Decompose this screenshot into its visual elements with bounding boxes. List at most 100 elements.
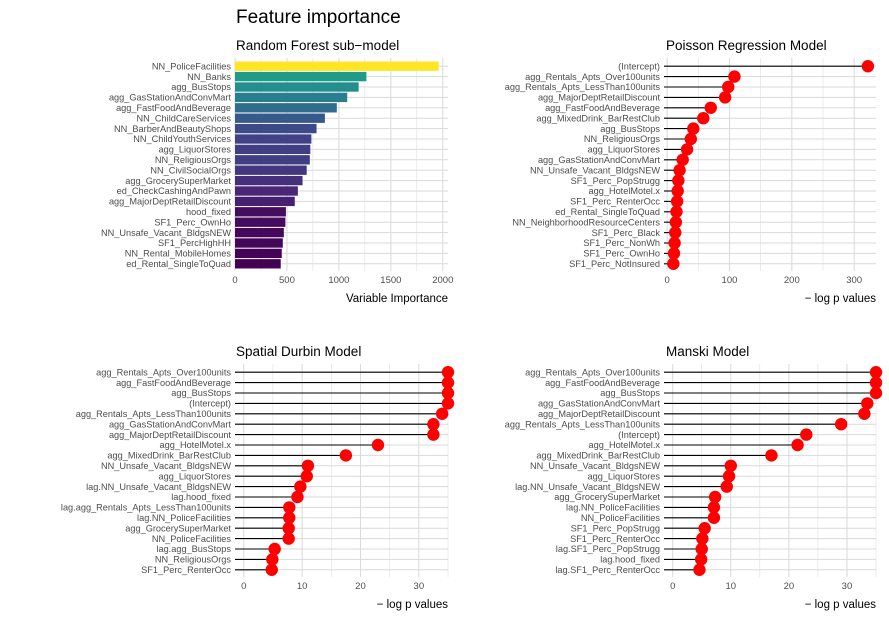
bar (235, 103, 337, 113)
bar (235, 238, 283, 248)
category-label: SF1_Perc_RenterOcc (570, 197, 660, 207)
lollipop-point (869, 376, 883, 389)
category-label: agg_MajorDeptRetailDiscount (538, 409, 661, 419)
category-label: SF1_Perc_RenterOcc (570, 534, 660, 544)
lollipop-point (266, 553, 279, 566)
category-label: NN_Unsafe_Vacant_BldgsNEW (530, 165, 660, 175)
x-axis-label: − log p values (805, 599, 877, 611)
category-label: agg_GrocerySuperMarket (125, 176, 231, 186)
lollipop-point (693, 563, 706, 576)
x-tick-label: 300 (846, 275, 862, 286)
category-label: SF1_Perc_OwnHo (154, 217, 231, 227)
category-label: agg_FastFoodAndBeverage (545, 103, 660, 113)
lollipop-point (718, 91, 732, 104)
lollipop-point (282, 532, 295, 545)
lollipop-point (441, 366, 455, 379)
lollipop-point (728, 70, 741, 83)
category-label: ed_Rental_SingleToQuad (126, 259, 231, 269)
x-tick-label: 0 (232, 275, 237, 286)
category-label: agg_LiquorStores (587, 145, 660, 155)
lollipop-point (671, 184, 684, 198)
category-label: NN_ChildCareServices (137, 113, 232, 123)
lollipop-point (791, 438, 804, 452)
category-label: agg_FastFoodAndBeverage (116, 103, 231, 113)
lollipop-point (676, 153, 689, 166)
category-label: NN_NeighborhoodResourceCenters (512, 217, 660, 227)
lollipop-point (765, 449, 778, 462)
bar (235, 259, 281, 269)
category-label: lag.SF1_Perc_RenterOcc (555, 565, 660, 575)
lollipop-point (722, 80, 735, 94)
category-label: SF1_Perc_PopStrugg (571, 523, 660, 533)
lollipop-point (670, 205, 683, 218)
lollipop-point (687, 122, 700, 135)
category-label: agg_Rentals_Apts_Over100units (525, 72, 660, 82)
category-label: NN_Banks (187, 72, 231, 82)
bar (235, 144, 311, 155)
category-label: ed_CheckCashingAndPawn (117, 186, 231, 196)
bar (235, 227, 284, 238)
category-label: agg_MixedDrink_BarRestClub (536, 113, 660, 123)
lollipop-point (669, 216, 683, 229)
x-tick-label: 20 (355, 581, 366, 592)
category-label: NN_Rental_MobileHomes (125, 249, 232, 259)
category-label: agg_GrocerySuperMarket (554, 492, 660, 502)
lollipop-point (339, 449, 353, 462)
lollipop-point (673, 164, 686, 177)
category-label: NN_ReligiousOrgs (584, 134, 660, 144)
lollipop-point (834, 418, 848, 431)
category-label: NN_ReligiousOrgs (155, 155, 231, 165)
lollipop-point (704, 101, 717, 115)
x-tick-label: 10 (726, 581, 737, 592)
x-tick-label: 2000 (432, 275, 453, 286)
lollipop-point (294, 480, 307, 493)
category-label: SF1_Perc_RenterOcc (141, 565, 231, 575)
lollipop-point (268, 542, 281, 556)
lollipop-point (283, 501, 296, 514)
category-label: agg_Rentals_Apts_LessThan100units (505, 419, 661, 429)
x-tick-label: 200 (784, 275, 800, 286)
bar (235, 155, 310, 165)
lollipop-point (694, 553, 708, 566)
category-label: hood_fixed (186, 207, 231, 217)
bar (235, 134, 312, 144)
category-label: SF1_Perc_PopStrugg (571, 176, 660, 186)
category-label: agg_FastFoodAndBeverage (545, 378, 660, 388)
category-label: lag.hood_fixed (171, 492, 231, 502)
lollipop-point (670, 195, 684, 208)
x-tick-label: 1000 (328, 275, 349, 286)
category-label: lag.NN_PoliceFacilities (137, 513, 231, 523)
category-label: (Intercept) (618, 61, 660, 71)
lollipop-point (371, 438, 385, 452)
lollipop-point (697, 112, 710, 125)
category-label: agg_LiquorStores (587, 471, 660, 481)
category-label: NN_PoliceFacilities (581, 513, 661, 523)
manski-plot: agg_Rentals_Apts_Over100unitsagg_FastFoo… (505, 364, 883, 611)
bar (235, 113, 325, 123)
lollipop-point (282, 522, 295, 535)
category-label: SF1_Perc_Black (592, 228, 661, 238)
category-label: agg_GasStationAndConvMart (538, 155, 661, 165)
sdm-panel-title: Spatial Durbin Model (236, 344, 362, 359)
x-tick-label: 20 (784, 581, 795, 592)
bar (235, 186, 298, 196)
lollipop-point (861, 59, 875, 73)
category-label: agg_HotelMotel.x (589, 440, 661, 450)
category-label: lag.NN_PoliceFacilities (566, 503, 660, 513)
category-label: SF1_Perc_OwnHo (583, 249, 660, 259)
lollipop-point (667, 257, 680, 270)
category-label: agg_FastFoodAndBeverage (116, 378, 231, 388)
x-tick-label: 10 (297, 581, 308, 592)
x-tick-label: 30 (842, 581, 853, 592)
x-axis-label: − log p values (377, 599, 449, 611)
category-label: agg_Rentals_Apts_Over100units (96, 367, 231, 377)
lollipop-point (283, 511, 296, 524)
category-label: agg_BusStops (171, 82, 231, 92)
category-label: agg_BusStops (600, 388, 660, 398)
bar (235, 92, 348, 103)
x-tick-label: 1500 (380, 275, 401, 286)
category-label: agg_LiquorStores (158, 471, 231, 481)
lollipop-point (696, 532, 709, 545)
lollipop-point (668, 236, 681, 250)
category-label: NN_CivilSocialOrgs (150, 165, 231, 175)
